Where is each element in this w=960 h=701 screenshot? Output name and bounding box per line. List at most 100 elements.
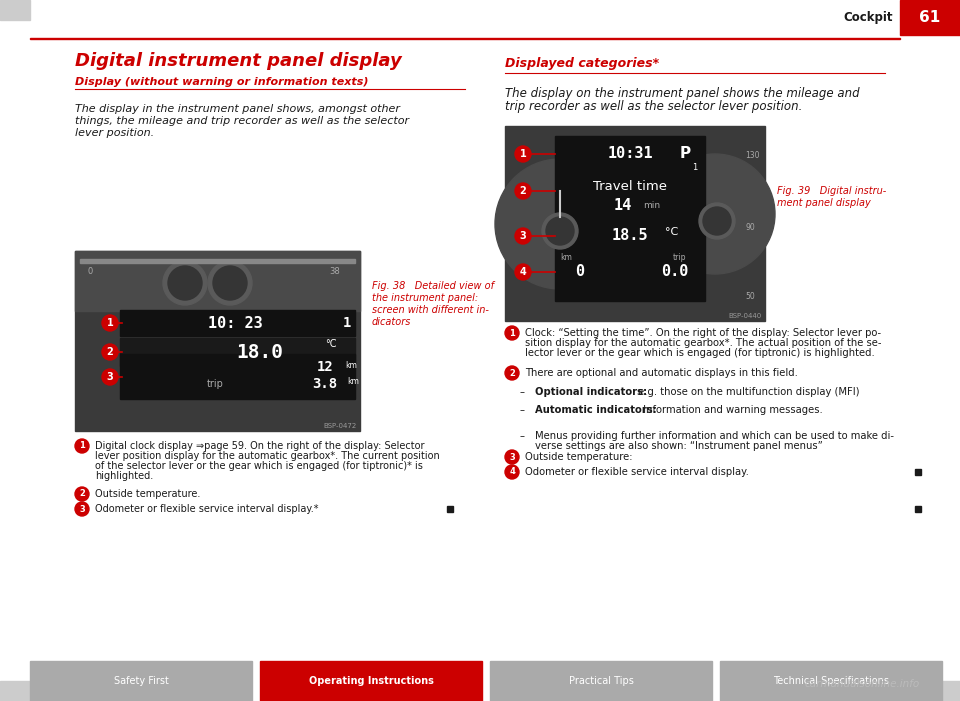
- Text: 18.5: 18.5: [612, 229, 648, 243]
- Circle shape: [505, 366, 519, 380]
- Bar: [120, 354, 355, 399]
- Text: Fig. 38   Detailed view of: Fig. 38 Detailed view of: [372, 281, 494, 291]
- Text: Outside temperature:: Outside temperature:: [525, 452, 633, 462]
- Text: Outside temperature.: Outside temperature.: [95, 489, 201, 499]
- Text: 3.8: 3.8: [312, 377, 338, 391]
- Circle shape: [102, 315, 118, 331]
- Text: The display in the instrument panel shows, amongst other: The display in the instrument panel show…: [75, 104, 400, 114]
- Text: 0.0: 0.0: [661, 264, 688, 280]
- Bar: [80, 259, 355, 263]
- Text: lever position.: lever position.: [75, 128, 155, 138]
- Text: carmanualsonline.info: carmanualsonline.info: [804, 679, 920, 689]
- Text: 3: 3: [509, 453, 515, 461]
- Text: 4: 4: [519, 267, 526, 277]
- Text: Optional indicators:: Optional indicators:: [535, 387, 647, 397]
- Text: –: –: [520, 405, 525, 415]
- Text: 0: 0: [87, 266, 92, 275]
- Bar: [0, 681, 30, 701]
- Bar: [75, 251, 360, 311]
- Circle shape: [542, 213, 578, 249]
- Text: –: –: [520, 431, 525, 441]
- Circle shape: [703, 207, 731, 235]
- Text: Technical Specifications: Technical Specifications: [773, 676, 889, 686]
- Bar: [915, 506, 921, 512]
- Text: Odometer or flexible service interval display.*: Odometer or flexible service interval di…: [95, 504, 319, 514]
- Text: km: km: [347, 378, 359, 386]
- Text: 2: 2: [509, 369, 515, 378]
- Circle shape: [102, 344, 118, 360]
- Circle shape: [699, 203, 735, 239]
- Text: 3: 3: [79, 505, 84, 514]
- Text: 12: 12: [317, 360, 333, 374]
- Text: –: –: [520, 387, 525, 397]
- Bar: [260, 661, 482, 701]
- Circle shape: [515, 146, 531, 162]
- Bar: [915, 469, 921, 475]
- Text: The display on the instrument panel shows the mileage and: The display on the instrument panel show…: [505, 87, 859, 100]
- Text: Display (without warning or information texts): Display (without warning or information …: [75, 77, 369, 87]
- Circle shape: [495, 159, 625, 289]
- Circle shape: [546, 217, 574, 245]
- Text: verse settings are also shown: “Instrument panel menus”: verse settings are also shown: “Instrume…: [535, 441, 823, 451]
- Text: Odometer or flexible service interval display.: Odometer or flexible service interval di…: [525, 467, 749, 477]
- Text: 1: 1: [519, 149, 526, 159]
- Text: Digital instrument panel display: Digital instrument panel display: [75, 52, 401, 70]
- Text: Clock: “Setting the time”. On the right of the display: Selector lever po-: Clock: “Setting the time”. On the right …: [525, 328, 881, 338]
- Bar: [75, 251, 360, 431]
- Text: screen with different in-: screen with different in-: [372, 305, 489, 315]
- Text: 1: 1: [79, 442, 84, 451]
- Text: 10: 23: 10: 23: [207, 315, 262, 330]
- Text: trip recorder as well as the selector lever position.: trip recorder as well as the selector le…: [505, 100, 803, 113]
- Text: the instrument panel:: the instrument panel:: [372, 293, 478, 303]
- Text: sition display for the automatic gearbox*. The actual position of the se-: sition display for the automatic gearbox…: [525, 338, 881, 348]
- Text: 1: 1: [343, 316, 351, 330]
- Text: 2: 2: [107, 347, 113, 357]
- Text: 90: 90: [745, 224, 755, 233]
- Bar: [555, 136, 705, 301]
- Bar: [930, 0, 960, 20]
- Text: 1: 1: [509, 329, 515, 337]
- Circle shape: [515, 183, 531, 199]
- Text: 4: 4: [509, 468, 515, 477]
- Bar: [120, 310, 355, 336]
- Text: 61: 61: [920, 10, 941, 25]
- Text: BSP-0440: BSP-0440: [729, 313, 762, 319]
- Text: 18.0: 18.0: [236, 343, 283, 362]
- Text: 3: 3: [519, 231, 526, 241]
- Text: 2: 2: [519, 186, 526, 196]
- Text: 3: 3: [107, 372, 113, 382]
- Text: Displayed categories*: Displayed categories*: [505, 57, 660, 70]
- Text: °C: °C: [325, 339, 337, 349]
- Bar: [720, 661, 942, 701]
- Text: BSP-0472: BSP-0472: [324, 423, 357, 429]
- Text: 38: 38: [329, 266, 341, 275]
- Circle shape: [208, 261, 252, 305]
- Text: Information and warning messages.: Information and warning messages.: [640, 405, 823, 415]
- Text: lever position display for the automatic gearbox*. The current position: lever position display for the automatic…: [95, 451, 440, 461]
- Text: Automatic indicators:: Automatic indicators:: [535, 405, 657, 415]
- Text: Practical Tips: Practical Tips: [568, 676, 634, 686]
- Text: 10:31: 10:31: [607, 147, 653, 161]
- Text: 130: 130: [745, 151, 759, 161]
- Bar: [930, 681, 960, 701]
- Text: P: P: [680, 147, 690, 161]
- Circle shape: [75, 439, 89, 453]
- Circle shape: [102, 369, 118, 385]
- Text: km: km: [560, 254, 572, 262]
- Bar: [447, 506, 453, 512]
- Circle shape: [213, 266, 247, 300]
- Text: Safety First: Safety First: [113, 676, 168, 686]
- Text: dicators: dicators: [372, 317, 412, 327]
- Text: Digital clock display ⇒page 59. On the right of the display: Selector: Digital clock display ⇒page 59. On the r…: [95, 441, 424, 451]
- Bar: [30, 37, 900, 39]
- Bar: [120, 338, 355, 366]
- Text: km: km: [345, 360, 357, 369]
- Circle shape: [515, 264, 531, 280]
- Text: highlighted.: highlighted.: [95, 471, 154, 481]
- Text: e.g. those on the multifunction display (MFI): e.g. those on the multifunction display …: [635, 387, 859, 397]
- Text: of the selector lever or the gear which is engaged (for tiptronic)* is: of the selector lever or the gear which …: [95, 461, 422, 471]
- Bar: [900, 0, 960, 35]
- Text: There are optional and automatic displays in this field.: There are optional and automatic display…: [525, 368, 798, 378]
- Circle shape: [505, 465, 519, 479]
- Text: 50: 50: [745, 292, 755, 301]
